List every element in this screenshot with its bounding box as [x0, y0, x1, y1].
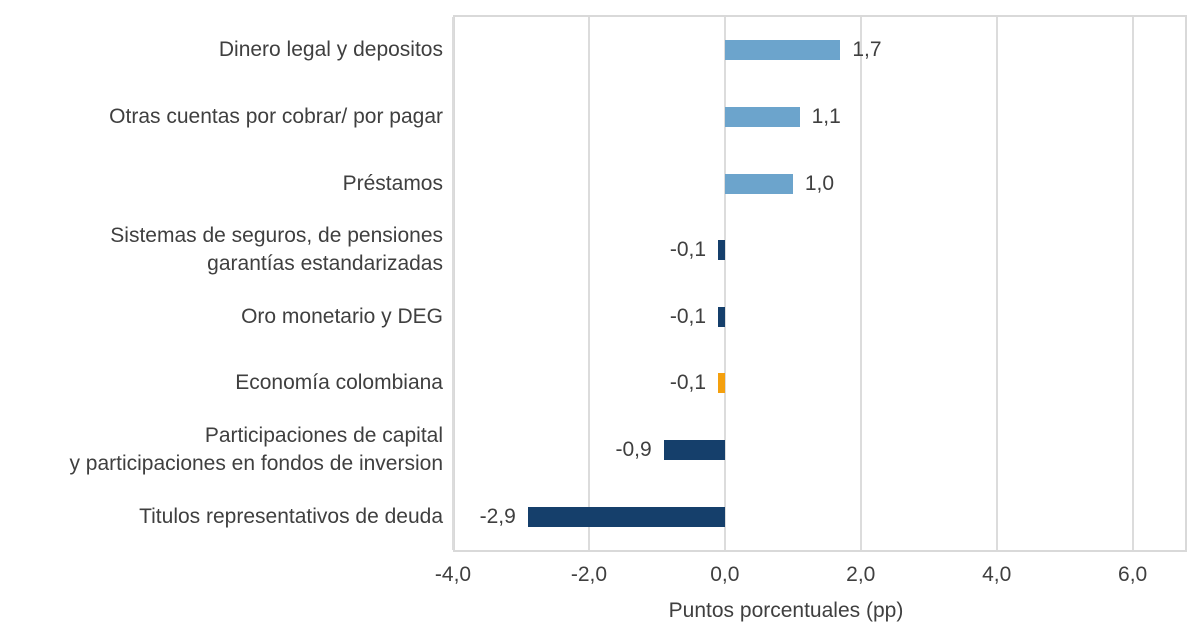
gridline-x [723, 17, 726, 550]
category-label-line: Oro monetario y DEG [241, 304, 443, 328]
value-label: 1,1 [811, 104, 841, 128]
bar [718, 306, 725, 327]
category-label: Otras cuentas por cobrar/ por pagar [0, 103, 443, 131]
value-label: -0,1 [669, 304, 707, 328]
gridline-x [587, 17, 590, 550]
bar [663, 440, 725, 461]
gridline-x [859, 17, 862, 550]
x-axis-title: Puntos porcentuales (pp) [668, 599, 904, 622]
value-label: -0,1 [669, 238, 707, 262]
category-label: Oro monetario y DEG [0, 303, 443, 331]
category-label-line: Economía colombiana [235, 371, 443, 395]
x-tick-label: 0,0 [710, 563, 740, 586]
value-label: -2,9 [479, 504, 516, 528]
bar [718, 373, 725, 394]
plot-area [453, 15, 1187, 552]
value-label: -0,1 [669, 371, 707, 395]
category-label-line: garantías estandarizadas [207, 252, 443, 276]
bar [724, 173, 793, 194]
value-label: -0,9 [615, 438, 652, 462]
category-label: Dinero legal y depositos [0, 36, 443, 64]
category-label: Titulos representativos de deuda [0, 503, 443, 531]
gridline-x [452, 17, 454, 550]
x-tick-label: 4,0 [982, 563, 1012, 586]
bar [724, 40, 841, 61]
value-label: 1,7 [852, 38, 882, 62]
bar [527, 506, 725, 527]
category-label-line: y participaciones en fondos de inversion [69, 452, 443, 476]
bar [724, 106, 800, 127]
category-label-line: Dinero legal y depositos [218, 38, 443, 62]
x-tick-label: -2,0 [570, 563, 608, 586]
category-label: Participaciones de capital y participacio… [0, 422, 443, 478]
category-label: Economía colombiana [0, 369, 443, 397]
category-label: Sistemas de seguros, de pensiones garantí… [0, 222, 443, 278]
x-tick-label: 6,0 [1118, 563, 1148, 586]
bar [718, 240, 725, 261]
category-label-line: Sistemas de seguros, de pensiones [110, 224, 443, 248]
x-tick-label: 2,0 [846, 563, 876, 586]
category-label-line: Otras cuentas por cobrar/ por pagar [109, 104, 443, 128]
x-tick-label: -4,0 [434, 563, 472, 586]
gridline-x [1131, 17, 1134, 550]
category-label-line: Participaciones de capital [204, 424, 443, 448]
value-label: 1,0 [804, 171, 835, 195]
gridline-x [995, 17, 998, 550]
category-label-line: Préstamos [342, 171, 443, 195]
category-label-line: Titulos representativos de deuda [139, 504, 443, 528]
category-label: Préstamos [0, 170, 443, 198]
